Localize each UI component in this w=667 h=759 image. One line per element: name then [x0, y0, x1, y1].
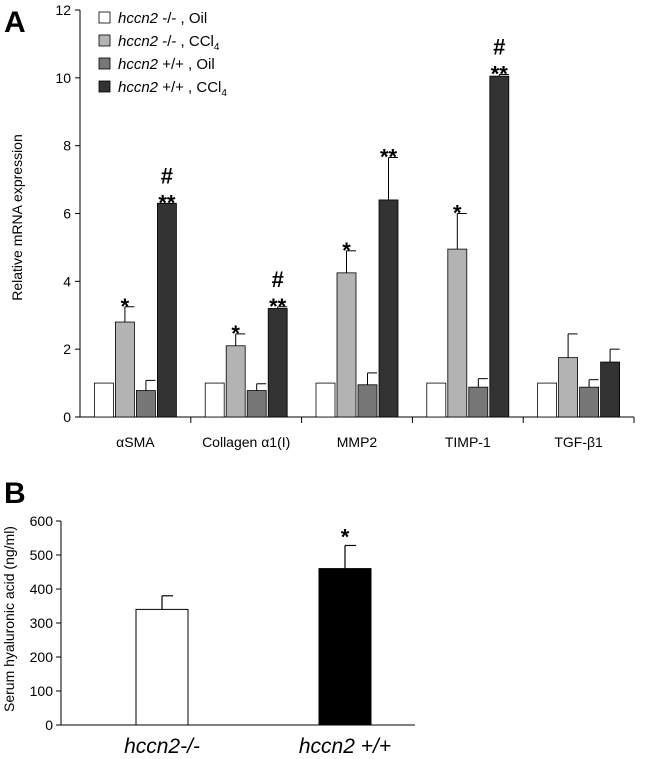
y-tick-label: 10	[55, 70, 71, 86]
bar	[426, 382, 447, 418]
panel-label-a: A	[4, 6, 26, 39]
y-tick-label: 0	[45, 717, 53, 733]
significance-label: *	[121, 294, 130, 319]
legend-swatch	[98, 57, 111, 70]
legend-swatch	[98, 80, 111, 93]
bar	[579, 386, 599, 418]
legend-swatch	[98, 34, 111, 47]
legend-gene: hccn2	[118, 33, 159, 50]
bar	[267, 308, 288, 418]
bar	[225, 345, 246, 418]
x-tick-label: Collagen α1(I)	[202, 434, 290, 450]
legend-entry: hccn2 +/+ , CCl4	[118, 79, 227, 99]
legend-gene: hccn2	[118, 56, 159, 73]
bar	[600, 361, 620, 418]
significance-label: *	[342, 238, 351, 263]
legend-entry: hccn2 -/- , Oil	[118, 10, 207, 27]
bar	[378, 199, 399, 418]
x-tick-label: TIMP-1	[445, 434, 491, 450]
panel-b-chart: B 0 100 200 300 400 500 600 Serum hyaluronic aci…	[1, 477, 415, 758]
y-tick-label: 400	[30, 581, 54, 597]
legend-entry: hccn2 -/- , CCl4	[118, 33, 220, 53]
x-tick-label: MMP2	[337, 434, 378, 450]
significance-label: #	[161, 163, 173, 188]
significance-label: *	[231, 321, 240, 346]
bar	[135, 390, 156, 418]
x-tick-label: hccn2-/-	[124, 735, 200, 758]
bar	[489, 75, 510, 418]
y-tick-label: 300	[30, 615, 54, 631]
y-tick-label: 8	[63, 138, 71, 154]
significance-label: #	[493, 34, 505, 59]
x-tick-label: hccn2 +/+	[299, 735, 391, 758]
x-tick-label: αSMA	[116, 434, 155, 450]
significance-label: *	[341, 524, 350, 549]
y-axis-label: Relative mRNA expression	[9, 134, 25, 301]
y-tick-label: 0	[63, 409, 71, 425]
legend-condition: -/- , Oil	[158, 10, 207, 27]
y-tick-label: 12	[55, 2, 71, 18]
y-tick-label: 600	[30, 513, 54, 529]
bar	[468, 386, 489, 418]
bar	[246, 390, 267, 418]
significance-label: **	[158, 190, 176, 215]
legend-condition: +/+ , Oil	[158, 56, 215, 73]
bar	[318, 568, 372, 726]
significance-label: **	[491, 61, 509, 86]
legend-condition: -/- , CCl	[158, 33, 214, 50]
bar	[447, 248, 468, 418]
y-tick-label: 4	[63, 273, 71, 289]
y-tick-label: 100	[30, 683, 54, 699]
y-axis-label: Serum hyaluronic acid (ng/ml)	[1, 526, 17, 712]
significance-label: **	[269, 294, 287, 319]
legend-entry: hccn2 +/+ , Oil	[118, 56, 215, 73]
legend-subscript: 4	[214, 42, 220, 53]
y-tick-label: 6	[63, 206, 71, 222]
legend-swatch	[98, 11, 111, 24]
bar	[115, 321, 135, 418]
bar	[156, 202, 177, 418]
significance-label: #	[272, 267, 284, 292]
bar	[558, 357, 578, 418]
panel-label-b: B	[4, 477, 26, 510]
y-tick-label: 500	[30, 547, 54, 563]
bar	[336, 272, 357, 418]
bar	[204, 382, 225, 418]
significance-label: **	[380, 145, 398, 170]
legend-subscript: 4	[221, 88, 227, 99]
bar	[537, 382, 557, 418]
significance-label: *	[453, 201, 462, 226]
bar	[135, 608, 189, 726]
bar	[94, 382, 114, 418]
legend-condition: +/+ , CCl	[158, 79, 221, 96]
y-tick-label: 2	[63, 341, 71, 357]
legend-gene: hccn2	[118, 10, 159, 27]
x-tick-label: TGF-β1	[554, 434, 603, 450]
legend-gene: hccn2	[118, 79, 159, 96]
bar	[315, 382, 336, 418]
bar	[357, 384, 378, 418]
y-tick-label: 200	[30, 649, 54, 665]
